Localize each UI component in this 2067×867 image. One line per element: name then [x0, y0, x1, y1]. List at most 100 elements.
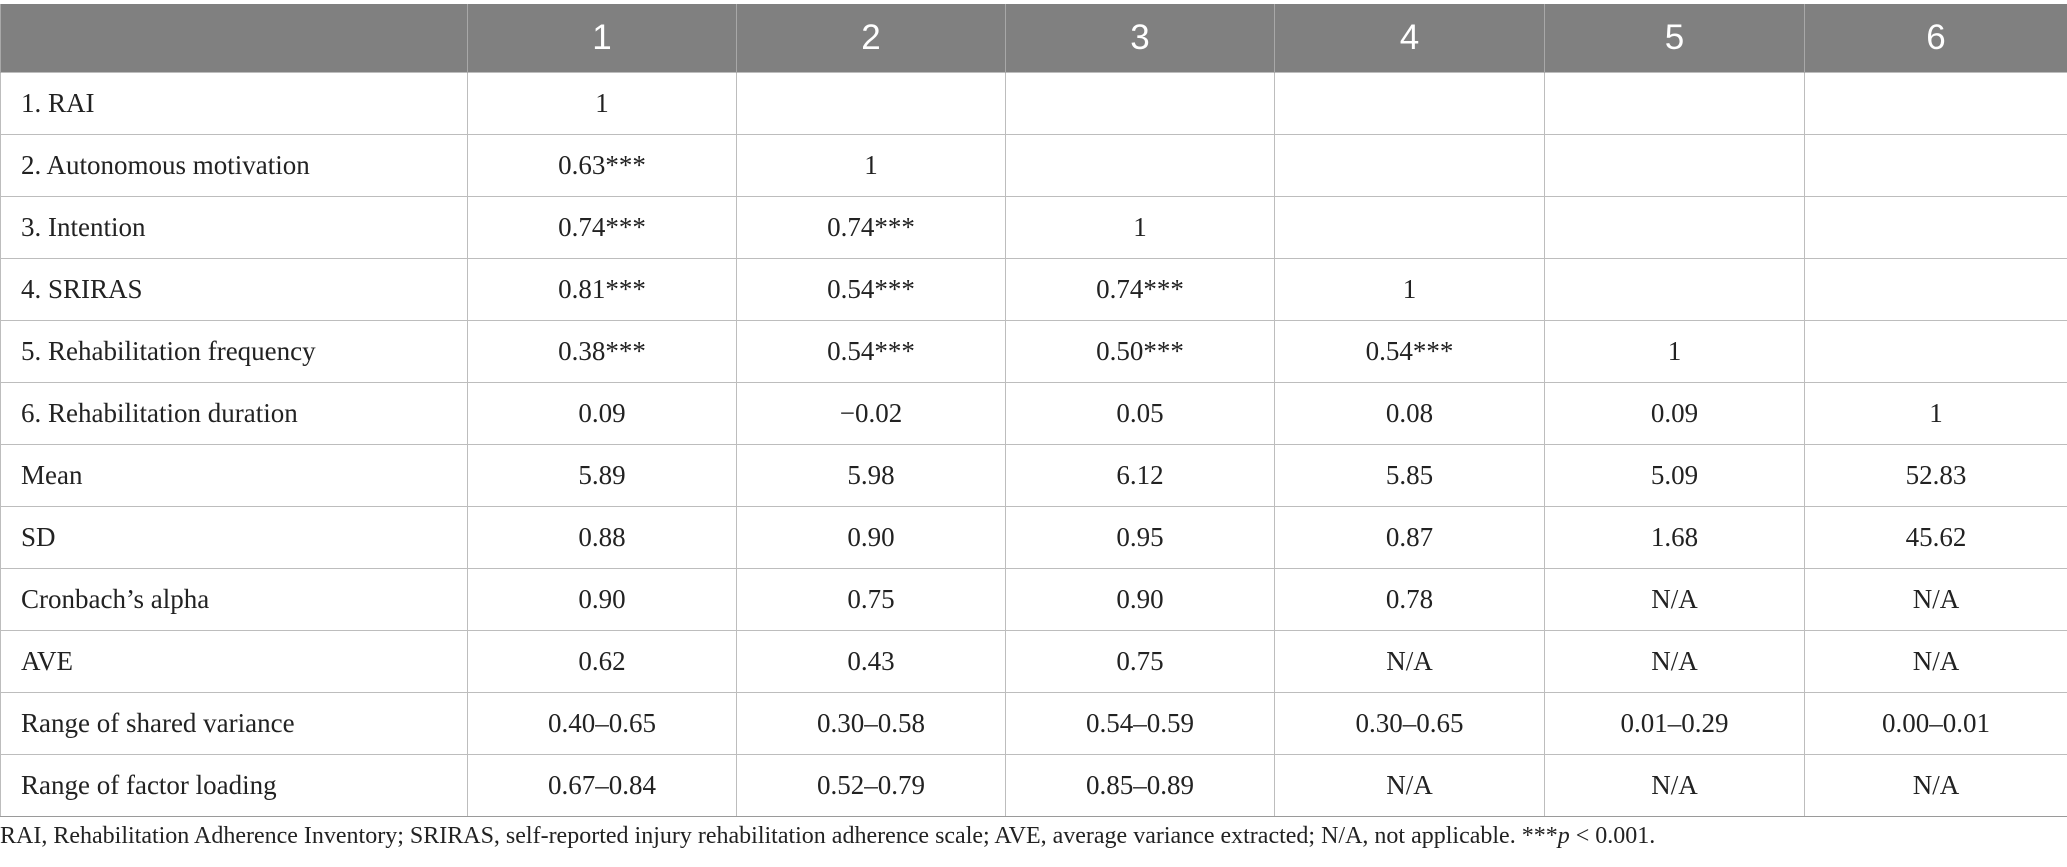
table-cell: 1: [1804, 382, 2067, 445]
table-cell: N/A: [1804, 568, 2067, 631]
table-cell: 0.95: [1005, 506, 1275, 569]
row-label: Range of factor loading: [0, 754, 468, 817]
row-label: Cronbach’s alpha: [0, 568, 468, 631]
table-row: 3. Intention 0.74*** 0.74*** 1: [0, 196, 2067, 259]
header-cell-5: 5: [1544, 4, 1805, 73]
table-cell: 1: [736, 134, 1006, 197]
row-label: 5. Rehabilitation frequency: [0, 320, 468, 383]
table-cell: 0.87: [1274, 506, 1545, 569]
row-label: 6. Rehabilitation duration: [0, 382, 468, 445]
table-row: Range of factor loading 0.67–0.84 0.52–0.7…: [0, 754, 2067, 817]
table-footnote: RAI, Rehabilitation Adherence Inventory;…: [0, 823, 1655, 850]
table-cell: N/A: [1544, 568, 1805, 631]
table-cell: 0.01–0.29: [1544, 692, 1805, 755]
table-cell: [1804, 258, 2067, 321]
table-cell: 0.75: [736, 568, 1006, 631]
table-cell: 0.90: [736, 506, 1006, 569]
table-cell: N/A: [1274, 754, 1545, 817]
table-cell: 0.81***: [467, 258, 737, 321]
table-cell: −0.02: [736, 382, 1006, 445]
table-cell: [1804, 196, 2067, 259]
row-label: Range of shared variance: [0, 692, 468, 755]
row-label: 2. Autonomous motivation: [0, 134, 468, 197]
table-cell: 0.54***: [736, 258, 1006, 321]
footnote-tail: < 0.001.: [1569, 823, 1656, 849]
table-cell: [1544, 134, 1805, 197]
table-cell: N/A: [1804, 630, 2067, 693]
table-cell: [736, 72, 1006, 135]
table-cell: N/A: [1544, 754, 1805, 817]
table-cell: 52.83: [1804, 444, 2067, 507]
table-cell: 0.05: [1005, 382, 1275, 445]
table-row: SD 0.88 0.90 0.95 0.87 1.68 45.62: [0, 506, 2067, 569]
table-cell: [1274, 196, 1545, 259]
header-cell-6: 6: [1804, 4, 2067, 73]
row-label: SD: [0, 506, 468, 569]
row-label: Mean: [0, 444, 468, 507]
table-cell: 5.09: [1544, 444, 1805, 507]
table-cell: 1.68: [1544, 506, 1805, 569]
table-cell: 0.74***: [736, 196, 1006, 259]
table-cell: [1544, 72, 1805, 135]
table-cell: 0.74***: [1005, 258, 1275, 321]
table-cell: 0.54–0.59: [1005, 692, 1275, 755]
table-cell: 0.88: [467, 506, 737, 569]
row-label: 4. SRIRAS: [0, 258, 468, 321]
table-row: 2. Autonomous motivation 0.63*** 1: [0, 134, 2067, 197]
table-cell: [1544, 196, 1805, 259]
table-cell: [1274, 134, 1545, 197]
table-body: 1. RAI 1 2. Autonomous motivation 0.63*** 1 3…: [0, 72, 2067, 817]
table-cell: N/A: [1274, 630, 1545, 693]
table-cell: 0.00–0.01: [1804, 692, 2067, 755]
table-cell: 0.75: [1005, 630, 1275, 693]
table-cell: 0.30–0.58: [736, 692, 1006, 755]
header-cell-blank: [0, 4, 468, 73]
table-cell: 0.74***: [467, 196, 737, 259]
header-cell-3: 3: [1005, 4, 1275, 73]
table-cell: 0.78: [1274, 568, 1545, 631]
footnote-text: RAI, Rehabilitation Adherence Inventory;…: [0, 823, 1558, 849]
table-cell: [1804, 72, 2067, 135]
row-label: AVE: [0, 630, 468, 693]
table-cell: 0.85–0.89: [1005, 754, 1275, 817]
table-row: 6. Rehabilitation duration 0.09 −0.02 0.05 0…: [0, 382, 2067, 445]
table-row: 1. RAI 1: [0, 72, 2067, 135]
table-cell: 45.62: [1804, 506, 2067, 569]
correlation-table-container: 1 2 3 4 5 6 1. RAI 1 2. Autonomous motivat…: [0, 4, 2067, 817]
table-row: 5. Rehabilitation frequency 0.38*** 0.54**…: [0, 320, 2067, 383]
table-cell: 5.89: [467, 444, 737, 507]
header-cell-1: 1: [467, 4, 737, 73]
table-cell: 0.52–0.79: [736, 754, 1006, 817]
table-cell: [1804, 134, 2067, 197]
table-header: 1 2 3 4 5 6: [0, 4, 2067, 73]
header-cell-2: 2: [736, 4, 1006, 73]
table-cell: 0.54***: [1274, 320, 1545, 383]
table-cell: 0.54***: [736, 320, 1006, 383]
table-cell: 0.30–0.65: [1274, 692, 1545, 755]
row-label: 3. Intention: [0, 196, 468, 259]
table-cell: 1: [1544, 320, 1805, 383]
table-row: Range of shared variance 0.40–0.65 0.30–0.…: [0, 692, 2067, 755]
table-cell: [1804, 320, 2067, 383]
table-cell: 1: [467, 72, 737, 135]
table-cell: 0.09: [1544, 382, 1805, 445]
table-cell: 0.38***: [467, 320, 737, 383]
table-cell: [1005, 134, 1275, 197]
table-cell: 0.63***: [467, 134, 737, 197]
row-label: 1. RAI: [0, 72, 468, 135]
table-cell: 0.40–0.65: [467, 692, 737, 755]
table-cell: [1274, 72, 1545, 135]
correlation-table: 1 2 3 4 5 6 1. RAI 1 2. Autonomous motivat…: [0, 4, 2067, 817]
footnote-p-symbol: p: [1557, 823, 1570, 849]
header-row: 1 2 3 4 5 6: [0, 4, 2067, 73]
table-cell: 5.85: [1274, 444, 1545, 507]
table-cell: 6.12: [1005, 444, 1275, 507]
table-cell: 5.98: [736, 444, 1006, 507]
table-cell: 0.90: [467, 568, 737, 631]
table-cell: 0.43: [736, 630, 1006, 693]
table-cell: [1005, 72, 1275, 135]
header-cell-4: 4: [1274, 4, 1545, 73]
table-cell: N/A: [1804, 754, 2067, 817]
table-row: Mean 5.89 5.98 6.12 5.85 5.09 52.83: [0, 444, 2067, 507]
table-cell: 0.09: [467, 382, 737, 445]
